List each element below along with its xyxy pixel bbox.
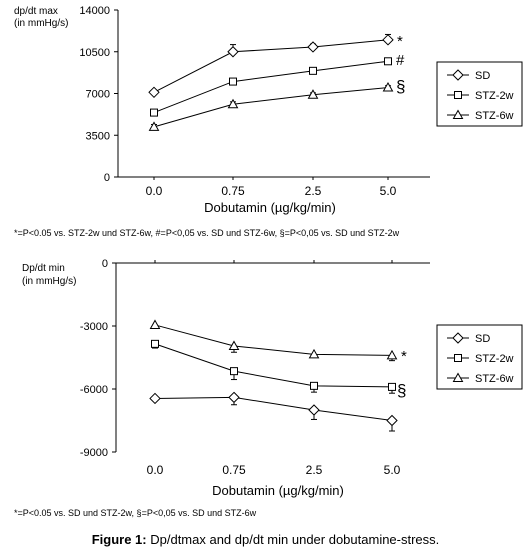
chart1-ylabel-line2: (in mmHg/s) (14, 18, 68, 29)
chart2-annotation-section: § (397, 381, 406, 400)
chart1-y-tick-label-2: 7000 (86, 89, 110, 101)
chart2-point-sd-1 (228, 391, 240, 404)
chart1-point-stz-2w-0 (150, 108, 158, 117)
chart1-x-tick-label-0: 0.0 (146, 184, 163, 198)
chart1-y-ticks: 0 3500 7000 10500 14000 (79, 5, 118, 184)
chart1-point-stz-2w-2 (309, 66, 317, 75)
chart1-series-line-stz-2w (153, 60, 389, 114)
chart1-point-stz-6w-3 (382, 82, 394, 92)
chart1-y-tick-label-1: 3500 (86, 130, 110, 142)
chart2-legend-marker-sd (452, 332, 464, 344)
chart1-point-stz-6w-1 (227, 98, 239, 109)
chart1-y-tick-label-0: 0 (104, 172, 110, 184)
chart2-y-tick-label-1: -3000 (80, 321, 108, 333)
chart2-ylabel-line2: (in mmHg/s) (22, 276, 76, 287)
chart2-legend-label-sd: SD (475, 333, 490, 345)
chart1-point-sd-2 (307, 41, 319, 53)
chart2-legend-marker-stz-6w (452, 372, 464, 382)
chart2-x-axis-label: Dobutamin (µg/kg/min) (212, 483, 344, 498)
chart1-footnote: *=P<0.05 vs. STZ-2w und STZ-6w, #=P<0,05… (14, 228, 400, 238)
chart1-point-sd-0 (148, 86, 160, 99)
chart2-series-line-stz-2w (154, 343, 393, 388)
chart1-point-sd-1 (227, 46, 239, 58)
chart1-point-stz-2w-1 (229, 77, 237, 86)
chart1-series-line-sd (153, 39, 389, 93)
figure-caption-label: Figure 1: (91, 532, 147, 547)
chart1-legend-label-stz-6w: STZ-6w (475, 110, 514, 122)
chart2-x-tick-label-2: 2.5 (306, 463, 323, 477)
chart1-legend-label-sd: SD (475, 70, 490, 82)
chart2-point-stz-2w-0 (151, 339, 159, 348)
chart2-legend-marker-stz-2w (454, 354, 462, 362)
chart1-annotation-hash: # (396, 52, 405, 69)
chart1-x-tick-label-3: 5.0 (380, 184, 397, 198)
chart1-annotation-section: § (396, 77, 405, 96)
chart1-annotation-star: * (397, 33, 403, 50)
chart2-legend-label-stz-6w: STZ-6w (475, 373, 514, 385)
figure-caption-text: Dp/dtmax and dp/dt min under dobutamine-… (150, 532, 440, 547)
chart2-series-line-sd (154, 396, 393, 421)
chart1-series-line-stz-6w (153, 87, 389, 128)
chart2-x-tick-label-3: 5.0 (384, 463, 401, 477)
chart2-point-stz-2w-2 (310, 381, 318, 390)
chart2-point-sd-0 (149, 392, 161, 405)
chart2-point-stz-6w-2 (308, 348, 320, 359)
chart2-point-stz-2w-1 (230, 367, 238, 376)
chart1-point-stz-6w-2 (307, 89, 319, 99)
chart1-point-stz-6w-0 (148, 121, 160, 131)
chart2-series-line-stz-6w (154, 324, 393, 356)
chart2-x-tick-label-1: 0.75 (222, 463, 246, 477)
chart1-x-tick-label-2: 2.5 (305, 184, 322, 198)
chart2-x-tick-label-0: 0.0 (147, 463, 164, 477)
chart2-point-stz-6w-0 (149, 319, 161, 329)
chart1-series (148, 33, 394, 131)
figure-caption: Figure 1: Dp/dtmax and dp/dt min under d… (0, 532, 531, 547)
chart2-point-stz-2w-3 (388, 382, 396, 391)
chart1-legend: SD STZ-2w STZ-6w (447, 69, 514, 122)
chart2-y-tick-label-3: -9000 (80, 447, 108, 459)
chart1-legend-marker-sd (452, 69, 464, 81)
chart2-legend-label-stz-2w: STZ-2w (475, 353, 514, 365)
chart1-x-tick-label-1: 0.75 (221, 184, 245, 198)
chart2-legend: SD STZ-2w STZ-6w (447, 332, 514, 385)
chart2-point-sd-3 (386, 414, 398, 427)
chart1-x-axis-label: Dobutamin (µg/kg/min) (204, 200, 336, 215)
chart1-y-tick-label-4: 14000 (79, 5, 110, 17)
chart2-annotation-star: * (401, 348, 407, 365)
chart1-legend-label-stz-2w: STZ-2w (475, 90, 514, 102)
chart2-y-tick-label-2: -6000 (80, 384, 108, 396)
chart1-ylabel-line1: dp/dt max (14, 6, 58, 17)
chart2-series (149, 319, 398, 432)
chart1-y-tick-label-3: 10500 (79, 47, 110, 59)
chart-dpdt-max: dp/dt max (in mmHg/s) 0 3500 7000 10500 1400… (14, 5, 523, 238)
chart2-point-stz-6w-1 (228, 340, 240, 350)
chart-dpdt-min: Dp/dt min (in mmHg/s) 0 -3000 -6000 -9000 0… (14, 258, 523, 518)
chart2-y-tick-label-0: 0 (102, 258, 108, 270)
chart2-point-sd-2 (308, 404, 320, 416)
chart1-point-sd-3 (382, 34, 394, 46)
chart2-ylabel-line1: Dp/dt min (22, 263, 65, 274)
chart1-x-ticks: 0.0 0.75 2.5 5.0 (146, 177, 397, 198)
chart2-y-ticks: 0 -3000 -6000 -9000 (80, 258, 116, 459)
chart2-footnote: *=P<0.05 vs. SD und STZ-2w, §=P<0,05 vs.… (14, 508, 257, 518)
chart1-point-stz-2w-3 (384, 57, 392, 66)
chart1-legend-marker-stz-6w (452, 109, 464, 119)
chart2-x-ticks: 0.0 0.75 2.5 5.0 (147, 260, 401, 477)
chart2-point-stz-6w-3 (386, 349, 398, 360)
chart1-legend-marker-stz-2w (454, 91, 462, 99)
